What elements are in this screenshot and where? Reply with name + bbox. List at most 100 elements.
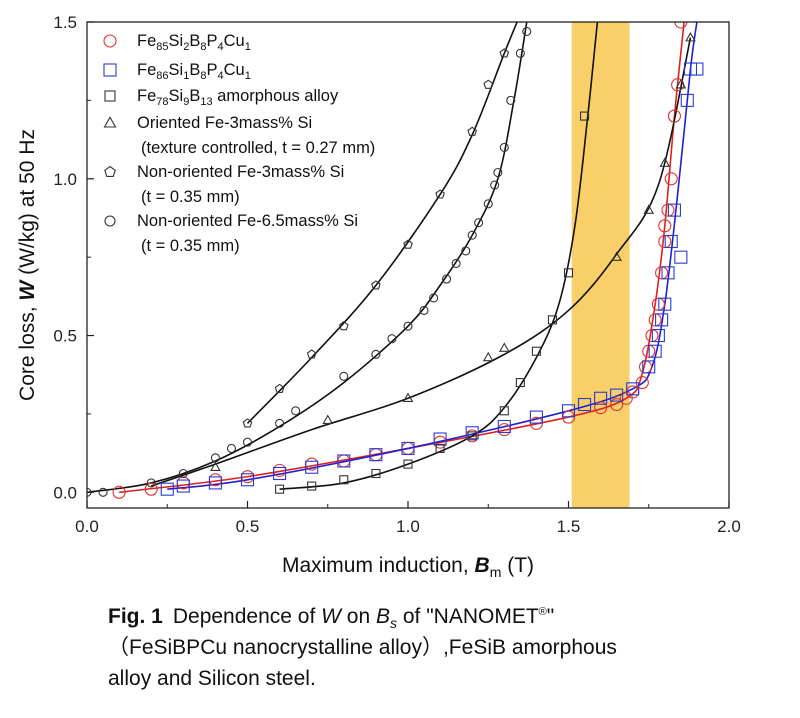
data-point-series-5 <box>441 274 452 284</box>
data-point-series-3 <box>611 251 622 261</box>
x-axis-title: Maximum induction, Bm (T) <box>282 554 534 580</box>
data-point-series-1 <box>561 404 576 418</box>
x-tick-label: 0.5 <box>236 517 260 536</box>
data-point-series-4 <box>371 280 381 290</box>
data-point-series-2 <box>515 378 525 388</box>
legend-label-part: 8 <box>200 70 206 82</box>
data-point-series-4 <box>483 79 494 89</box>
data-point-series-3 <box>482 351 494 362</box>
caption-line-1: Fig. 1 Dependence of W on Bs of "NANOMET®… <box>108 602 768 633</box>
data-point-series-5 <box>146 478 156 488</box>
x-tick-label: 0.0 <box>75 517 99 536</box>
data-point-series-5 <box>515 48 525 58</box>
caption-text-b: on <box>340 605 376 628</box>
legend-label-part: 2 <box>183 41 189 53</box>
data-point-series-1 <box>337 454 351 468</box>
x-tick-label: 2.0 <box>717 517 741 536</box>
data-point-series-3 <box>210 461 221 471</box>
caption-text-d: " <box>546 605 555 628</box>
legend-label-part: 86 <box>156 70 168 82</box>
legend-label-part: P <box>206 61 217 79</box>
legend-sublabel-4: (t = 0.35 mm) <box>141 188 240 206</box>
legend-marker-2 <box>104 90 116 102</box>
caption-line-3: alloy and Silicon steel. <box>108 666 316 690</box>
data-point-series-1 <box>497 419 511 434</box>
legend-label-part: Non-oriented Fe-6.5mass% Si <box>137 212 358 230</box>
legend-marker-0 <box>103 34 117 48</box>
legend-label-part: B <box>189 61 200 79</box>
data-point-series-0 <box>658 219 672 233</box>
legend-label-part: 8 <box>200 41 206 53</box>
data-point-series-5 <box>387 334 397 344</box>
data-point-series-4 <box>435 189 445 199</box>
data-point-series-2 <box>307 481 317 491</box>
data-point-series-5 <box>291 406 301 416</box>
y-axis-title-text: Core loss, <box>16 301 39 401</box>
legend-marker-3 <box>103 116 117 128</box>
data-point-series-0 <box>144 482 158 496</box>
data-point-series-5 <box>226 443 236 453</box>
caption-w-symbol: W <box>321 605 341 628</box>
legend-label-part: 85 <box>156 41 168 53</box>
data-point-series-4 <box>467 126 478 136</box>
data-point-series-1 <box>433 432 447 446</box>
data-point-series-2 <box>435 443 445 453</box>
data-point-series-5 <box>493 167 503 178</box>
data-point-series-5 <box>522 26 532 36</box>
data-point-series-2 <box>531 346 541 356</box>
data-point-series-3 <box>675 78 687 89</box>
legend-label-part: Si <box>169 61 184 79</box>
y-axis-title-symbol: W <box>16 279 39 301</box>
data-point-series-1 <box>577 397 592 412</box>
data-point-series-4 <box>338 321 349 331</box>
x-axis-title-symbol: B <box>475 554 490 577</box>
data-point-series-3 <box>498 342 510 352</box>
data-point-series-1 <box>529 410 543 424</box>
data-point-series-1 <box>655 313 669 327</box>
data-point-series-2 <box>579 111 590 121</box>
data-point-series-5 <box>490 180 500 190</box>
core-loss-chart: 0.0 0.5 1.0 1.5 2.00.00.51.01.5 Fe85Si2B8P4C… <box>16 13 741 580</box>
data-point-series-4 <box>306 349 317 359</box>
x-axis-title-text: Maximum induction, <box>282 554 475 577</box>
data-point-series-5 <box>210 453 220 463</box>
data-point-series-5 <box>429 293 439 303</box>
legend-label-part: Cu <box>224 61 245 79</box>
data-point-series-2 <box>339 475 349 485</box>
y-axis-title: Core loss, W (W/kg) at 50 Hz <box>16 129 39 401</box>
legend-label-4: Non-oriented Fe-3mass% Si <box>137 163 344 181</box>
data-point-series-0 <box>664 172 678 186</box>
data-point-series-5 <box>483 199 493 209</box>
data-point-series-2 <box>371 468 381 479</box>
data-point-series-5 <box>461 246 471 256</box>
caption-b-subscript: s <box>390 615 398 632</box>
legend-label-part: P <box>206 32 217 50</box>
data-point-series-3 <box>643 204 655 214</box>
data-point-series-5 <box>98 487 108 497</box>
data-point-series-4 <box>274 383 285 393</box>
saturation-highlight-band <box>571 22 630 508</box>
data-point-series-1 <box>208 476 222 490</box>
data-point-series-0 <box>610 397 624 412</box>
data-point-series-0 <box>594 401 608 415</box>
data-point-series-1 <box>465 426 479 440</box>
data-point-series-2 <box>547 315 558 325</box>
data-point-series-1 <box>690 62 704 76</box>
legend-marker-4 <box>104 165 116 177</box>
legend-label-part: B <box>189 87 200 105</box>
data-point-series-5 <box>242 437 253 447</box>
legend-label-part: 4 <box>217 41 223 53</box>
legend-label-part: 78 <box>156 96 168 108</box>
data-point-series-1 <box>594 391 608 405</box>
legend-marker-1 <box>103 63 117 77</box>
x-axis-title-subscript: m <box>490 564 502 580</box>
data-point-series-5 <box>467 230 477 240</box>
data-point-series-5 <box>339 371 349 381</box>
data-point-series-1 <box>648 344 662 358</box>
legend-label-part: B <box>189 32 200 50</box>
data-point-series-4 <box>403 239 413 249</box>
y-axis-title-unit: (W/kg) at 50 Hz <box>16 129 39 281</box>
data-point-series-3 <box>685 31 696 42</box>
legend-label-part: Fe <box>137 61 156 79</box>
data-point-series-1 <box>664 234 678 249</box>
